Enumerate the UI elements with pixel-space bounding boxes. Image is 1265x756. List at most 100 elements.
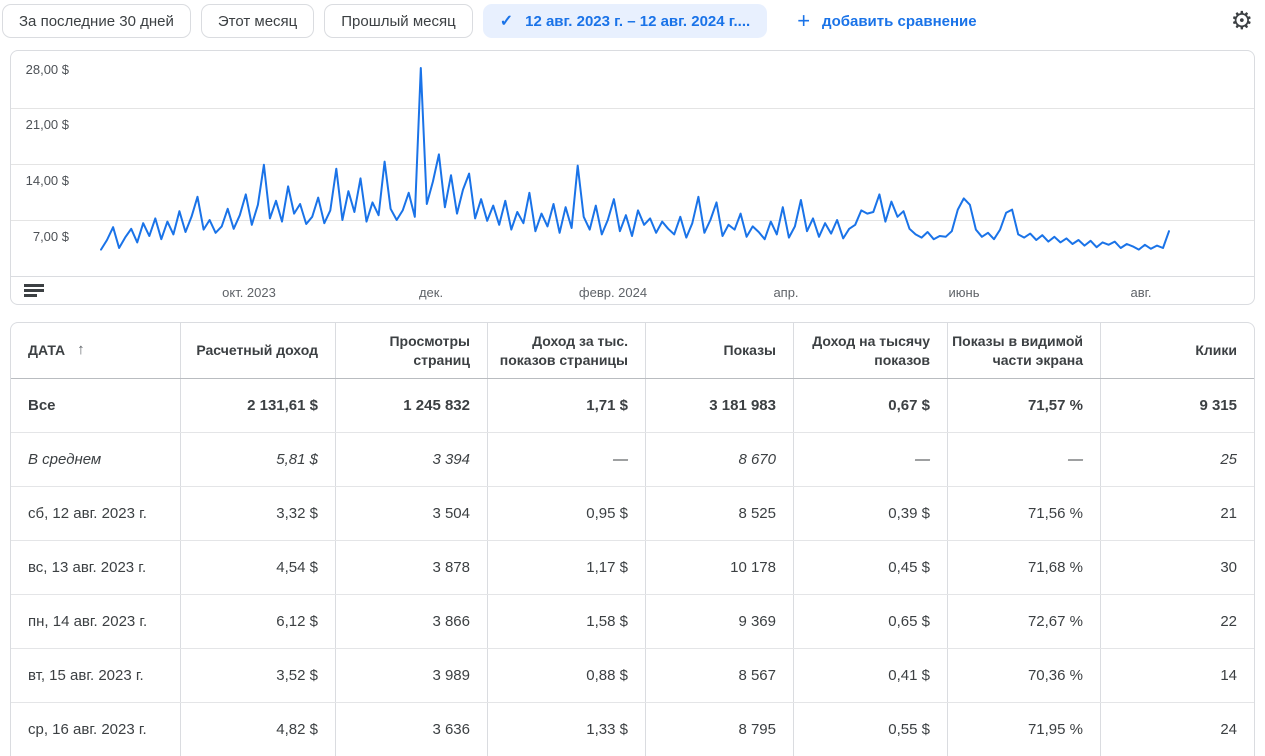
row-metric-value: 0,95 $ <box>488 487 646 540</box>
column-header-impressions[interactable]: Показы <box>646 323 794 378</box>
row-metric-value: 0,39 $ <box>794 487 948 540</box>
row-metric-value: 71,57 % <box>948 379 1101 432</box>
row-metric-value: 8 567 <box>646 649 794 702</box>
row-metric-value: 3 866 <box>336 595 488 648</box>
gridline-14 <box>11 164 1254 165</box>
row-metric-value: 21 <box>1220 505 1237 522</box>
row-metric-value: 0,65 $ <box>794 595 948 648</box>
table-row: пн, 14 авг. 2023 г. 6,12 $3 866 1,58 $9 36… <box>11 595 1254 649</box>
row-metric-value: 71,68 % <box>948 541 1101 594</box>
row-metric-value: 5,81 $ <box>181 433 336 486</box>
row-metric-value: 30 <box>1220 559 1237 576</box>
date-range-toolbar: За последние 30 дней Этот месяц Прошлый … <box>0 0 1265 42</box>
row-metric-value: 1,71 $ <box>488 379 646 432</box>
revenue-line <box>100 67 1170 251</box>
row-metric-value: 0,55 $ <box>794 703 948 756</box>
column-header-impression-rpm[interactable]: Доход на тысячу показов <box>794 323 948 378</box>
revenue-chart-card: 28,00 $ 21,00 $ 14,00 $ 7,00 $ окт. 2023… <box>10 50 1255 305</box>
column-header-label: ДАТА <box>28 342 66 359</box>
column-header-active-view-viewable[interactable]: Показы в видимой части экрана <box>948 323 1101 378</box>
row-metric-value: 3 504 <box>336 487 488 540</box>
x-tick-apr: апр. <box>773 285 799 300</box>
table-row: вт, 15 авг. 2023 г. 3,52 $3 989 0,88 $8 56… <box>11 649 1254 703</box>
row-metric-value: 2 131,61 $ <box>181 379 336 432</box>
table-row: В среднем 5,81 $3 394—8 670— —25 <box>11 433 1254 487</box>
column-header-date[interactable]: ДАТА ↑ <box>11 323 181 378</box>
table-body: Все 2 131,61 $1 245 832 1,71 $3 181 983 0,6… <box>11 379 1254 756</box>
column-header-estimated-earnings[interactable]: Расчетный доход <box>181 323 336 378</box>
row-metric-value: 3 989 <box>336 649 488 702</box>
range-chip-label: За последние 30 дней <box>19 12 174 30</box>
row-date-label: Все <box>11 379 181 432</box>
range-chip-this-month[interactable]: Этот месяц <box>200 4 315 38</box>
y-tick-28: 28,00 $ <box>25 62 69 77</box>
row-metric-value: 24 <box>1220 721 1237 738</box>
x-tick-jun: июнь <box>948 285 980 300</box>
chart-legend-toggle-icon[interactable] <box>24 284 44 299</box>
x-tick-aug: авг. <box>1130 285 1152 300</box>
row-metric-value: 8 670 <box>646 433 794 486</box>
x-axis-line <box>11 276 1254 277</box>
table-row: ср, 16 авг. 2023 г. 4,82 $3 636 1,33 $8 79… <box>11 703 1254 756</box>
row-metric-value: 8 795 <box>646 703 794 756</box>
row-metric-value: 9 369 <box>646 595 794 648</box>
table-row: Все 2 131,61 $1 245 832 1,71 $3 181 983 0,6… <box>11 379 1254 433</box>
settings-gear-icon[interactable]: ⚙ <box>1230 6 1253 35</box>
row-metric-value: 25 <box>1220 451 1237 468</box>
x-tick-dec: дек. <box>418 285 444 300</box>
check-icon: ✓ <box>499 13 514 30</box>
row-metric-value: 0,41 $ <box>794 649 948 702</box>
plus-icon: + <box>797 8 811 33</box>
row-date-label: пн, 14 авг. 2023 г. <box>11 595 181 648</box>
add-comparison-label: добавить сравнение <box>822 12 977 30</box>
y-tick-7: 7,00 $ <box>32 229 69 244</box>
x-tick-oct: окт. 2023 <box>222 285 276 300</box>
row-date-label: В среднем <box>11 433 181 486</box>
row-metric-value: 14 <box>1220 667 1237 684</box>
row-metric-value: 1,33 $ <box>488 703 646 756</box>
row-metric-value: — <box>488 433 646 486</box>
row-metric-value: 3 181 983 <box>646 379 794 432</box>
row-metric-value: 71,56 % <box>948 487 1101 540</box>
row-metric-value: — <box>794 433 948 486</box>
range-chip-last-month[interactable]: Прошлый месяц <box>324 4 473 38</box>
row-date-label: вт, 15 авг. 2023 г. <box>11 649 181 702</box>
row-metric-value: 3 636 <box>336 703 488 756</box>
sort-ascending-icon: ↑ <box>77 341 85 359</box>
row-metric-value: 72,67 % <box>948 595 1101 648</box>
row-metric-value: 4,54 $ <box>181 541 336 594</box>
range-chip-custom-selected[interactable]: ✓ 12 авг. 2023 г. – 12 авг. 2024 г.... <box>482 4 768 38</box>
range-chip-last-30-days[interactable]: За последние 30 дней <box>2 4 191 38</box>
y-tick-14: 14,00 $ <box>25 173 69 188</box>
gridline-21 <box>11 108 1254 109</box>
row-metric-value: 0,67 $ <box>794 379 948 432</box>
row-metric-value: 3,52 $ <box>181 649 336 702</box>
table-row: сб, 12 авг. 2023 г. 3,32 $3 504 0,95 $8 52… <box>11 487 1254 541</box>
gridline-7 <box>11 220 1254 221</box>
column-header-page-views[interactable]: Просмотры страниц <box>336 323 488 378</box>
column-header-clicks[interactable]: Клики <box>1195 342 1237 359</box>
range-chip-label: Этот месяц <box>217 12 298 30</box>
row-date-label: ср, 16 авг. 2023 г. <box>11 703 181 756</box>
row-metric-value: 0,88 $ <box>488 649 646 702</box>
range-chip-label: Прошлый месяц <box>341 12 456 30</box>
row-metric-value: — <box>948 433 1101 486</box>
row-metric-value: 70,36 % <box>948 649 1101 702</box>
column-header-page-rpm[interactable]: Доход за тыс. показов страницы <box>488 323 646 378</box>
row-date-label: вс, 13 авг. 2023 г. <box>11 541 181 594</box>
row-metric-value: 3 878 <box>336 541 488 594</box>
add-comparison-button[interactable]: + добавить сравнение <box>797 10 976 32</box>
row-metric-value: 1,58 $ <box>488 595 646 648</box>
x-tick-feb: февр. 2024 <box>578 285 648 300</box>
row-metric-value: 1 245 832 <box>336 379 488 432</box>
row-date-label: сб, 12 авг. 2023 г. <box>11 487 181 540</box>
row-metric-value: 10 178 <box>646 541 794 594</box>
row-metric-value: 22 <box>1220 613 1237 630</box>
row-metric-value: 6,12 $ <box>181 595 336 648</box>
row-metric-value: 71,95 % <box>948 703 1101 756</box>
table-row: вс, 13 авг. 2023 г. 4,54 $3 878 1,17 $10 1… <box>11 541 1254 595</box>
row-metric-value: 9 315 <box>1199 397 1237 414</box>
row-metric-value: 3,32 $ <box>181 487 336 540</box>
selected-range-label: 12 авг. 2023 г. – 12 авг. 2024 г.... <box>525 12 751 30</box>
row-metric-value: 4,82 $ <box>181 703 336 756</box>
